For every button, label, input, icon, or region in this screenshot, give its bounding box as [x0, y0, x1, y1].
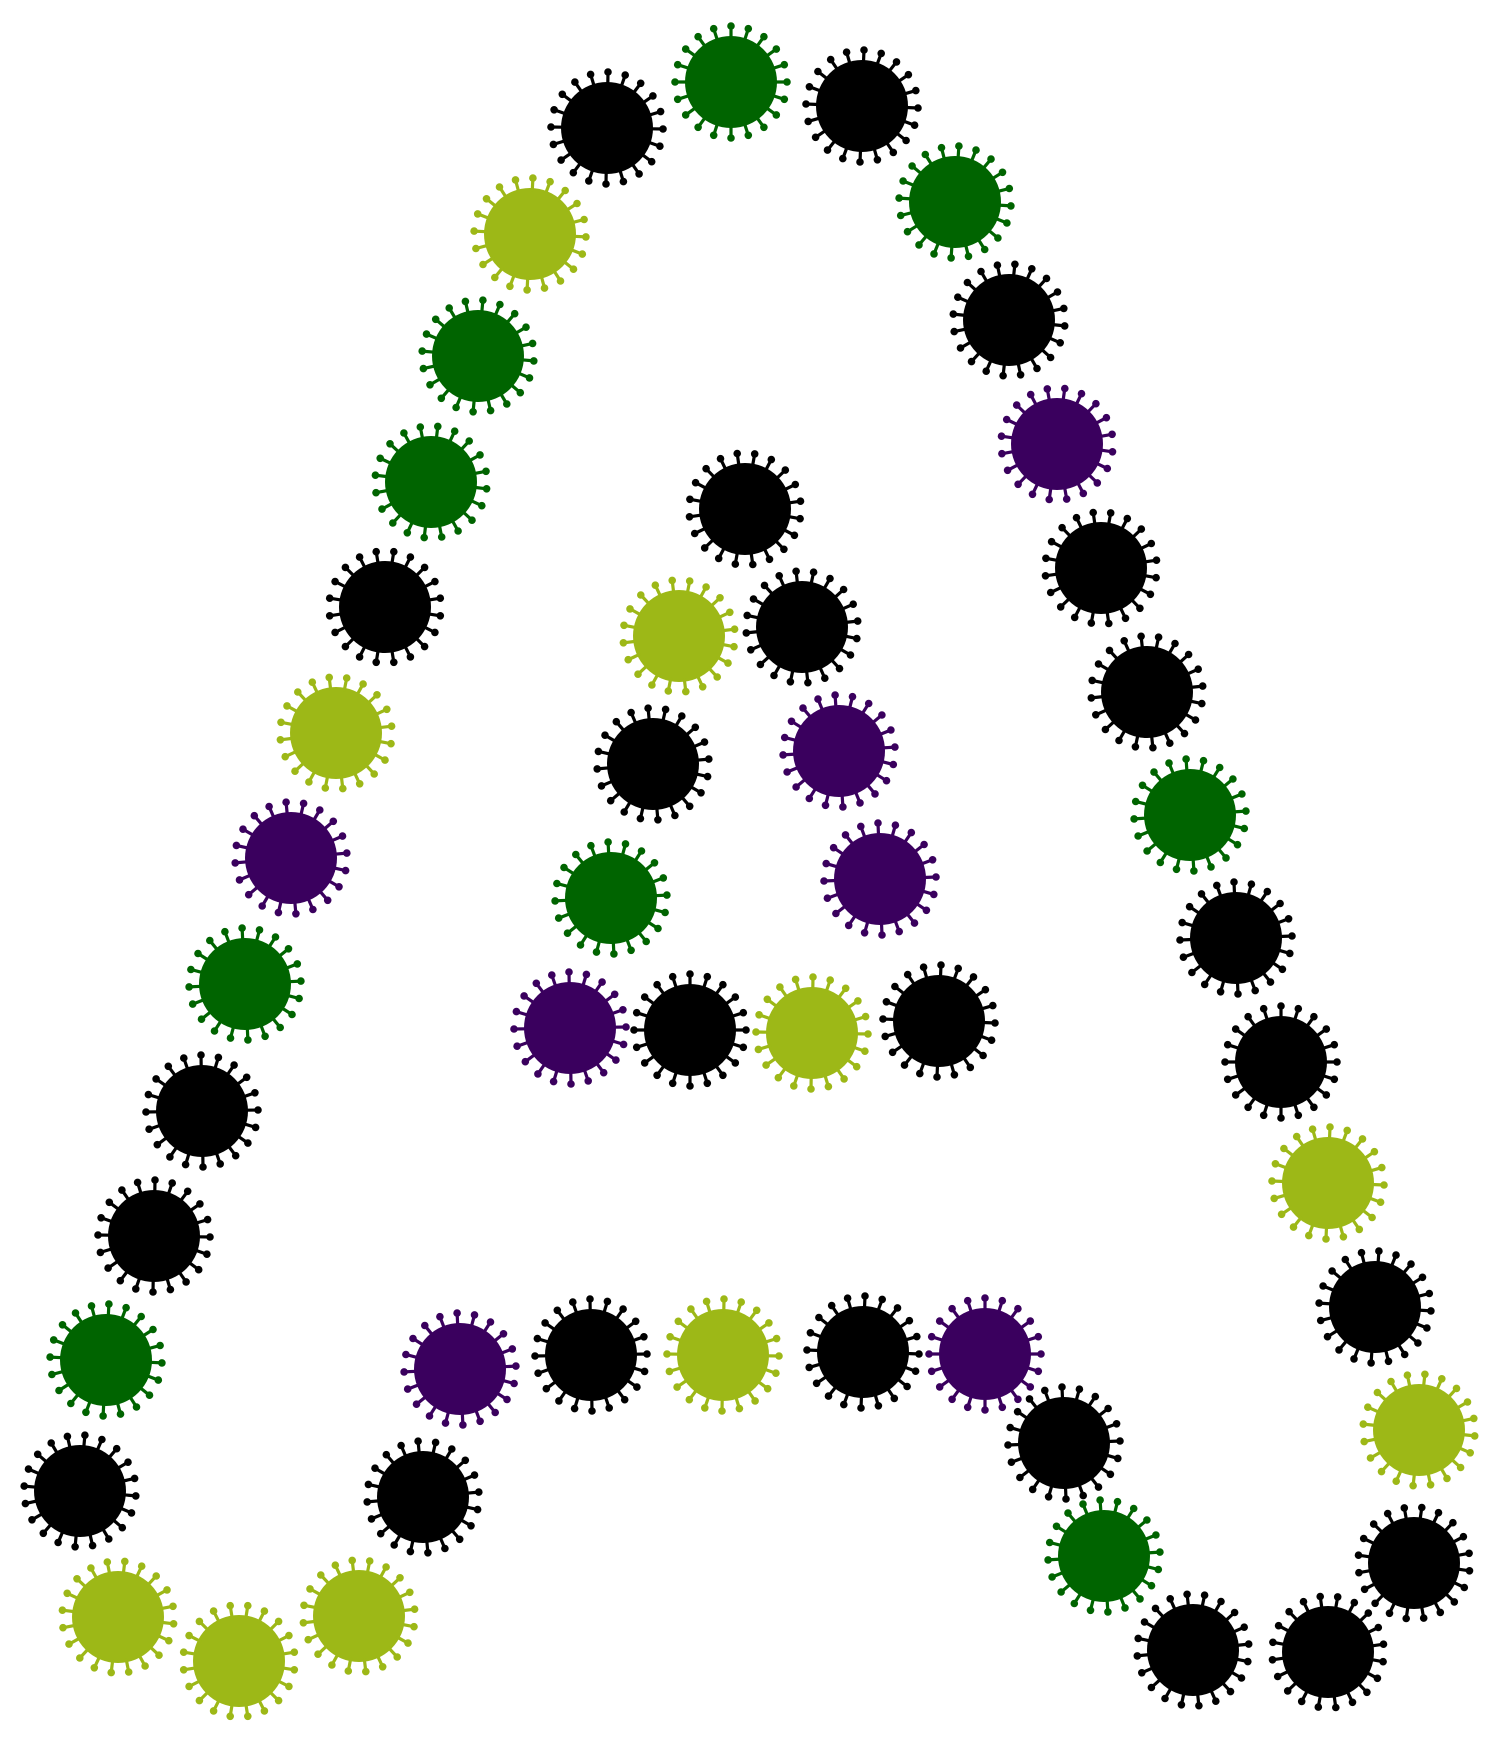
virus-icon: [1176, 878, 1296, 998]
virus-icon: [510, 968, 630, 1088]
virus-icon: [1041, 508, 1161, 628]
virus-icon: [1221, 1002, 1341, 1122]
virus-icon: [94, 1176, 214, 1296]
virus-icon: [742, 567, 862, 687]
virus-icon: [1268, 1592, 1388, 1712]
virus-icon: [20, 1431, 140, 1551]
virus-icon: [276, 673, 396, 793]
virus-icon: [418, 296, 538, 416]
virus-icon: [949, 260, 1069, 380]
virus-icon: [619, 576, 739, 696]
virus-icon: [671, 22, 791, 142]
virus-icon: [299, 1556, 419, 1676]
virus-icon: [531, 1295, 651, 1415]
virus-icon: [325, 547, 445, 667]
virus-icon: [1359, 1370, 1479, 1490]
virus-icon: [802, 46, 922, 166]
virus-icon: [551, 838, 671, 958]
virus-icon: [663, 1295, 783, 1415]
virus-icon: [231, 798, 351, 918]
virus-icon: [1315, 1247, 1435, 1367]
virus-icon: [547, 68, 667, 188]
virus-icon: [46, 1300, 166, 1420]
virus-icon: [593, 704, 713, 824]
virus-icon: [371, 422, 491, 542]
virus-icon: [752, 973, 872, 1093]
virus-icon: [895, 142, 1015, 262]
virus-icon: [997, 384, 1117, 504]
virus-icon: [58, 1557, 178, 1677]
virus-icon: [879, 961, 999, 1081]
virus-icon: [400, 1309, 520, 1429]
virus-icon: [1133, 1590, 1253, 1710]
virus-icon: [470, 174, 590, 294]
virus-icon: [179, 1601, 299, 1721]
virus-icon: [803, 1292, 923, 1412]
virus-icon: [1087, 632, 1207, 752]
virus-group: [20, 22, 1479, 1721]
virus-icon: [1130, 755, 1250, 875]
virus-icon: [185, 924, 305, 1044]
virus-icon: [142, 1051, 262, 1171]
virus-icon: [1354, 1503, 1474, 1623]
virus-icon: [630, 970, 750, 1090]
virus-icon: [363, 1437, 483, 1557]
virus-icon: [820, 819, 940, 939]
virus-icon: [779, 691, 899, 811]
virus-icon: [1004, 1383, 1124, 1503]
virus-icon: [1044, 1496, 1164, 1616]
virus-icon: [685, 449, 805, 569]
virus-icon: [925, 1294, 1045, 1414]
virus-icon: [1268, 1123, 1388, 1243]
